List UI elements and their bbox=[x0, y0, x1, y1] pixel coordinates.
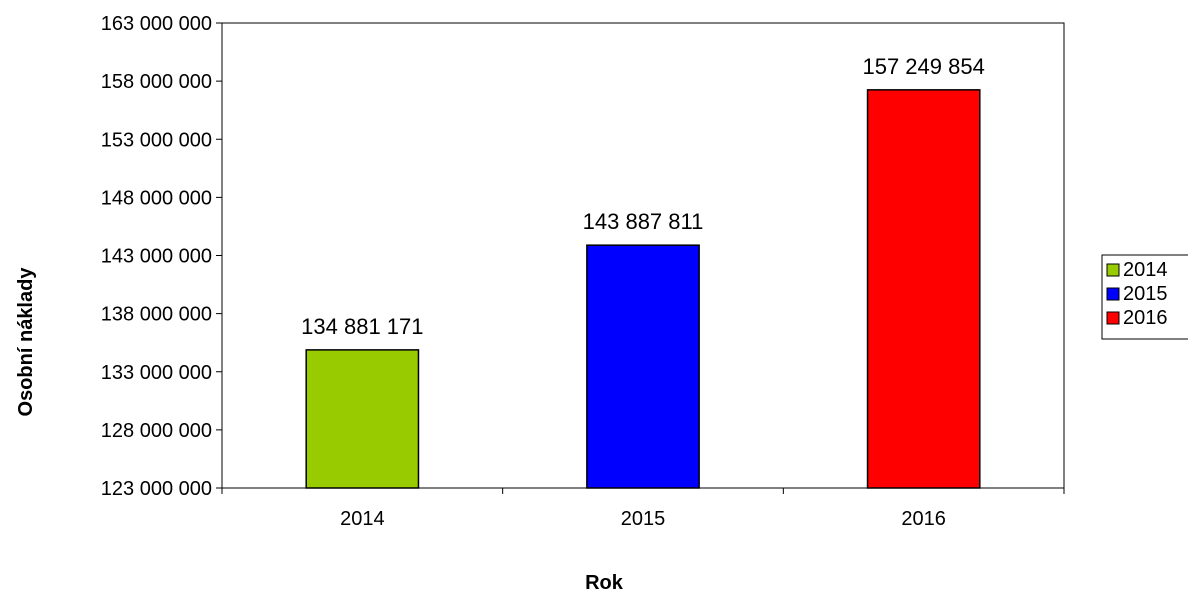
x-axis: 2014 2015 2016 bbox=[221, 488, 1065, 530]
y-axis-title: Osobní náklady bbox=[15, 267, 37, 417]
legend-swatch bbox=[1106, 263, 1120, 277]
y-tick-label: 133 000 000 bbox=[101, 362, 212, 384]
y-tick-label: 143 000 000 bbox=[101, 246, 212, 268]
legend-label: 2015 bbox=[1123, 283, 1168, 305]
bar-2014 bbox=[305, 349, 420, 489]
y-tick-label: 123 000 000 bbox=[101, 478, 212, 500]
y-tick-label: 148 000 000 bbox=[101, 187, 212, 209]
data-label: 134 881 171 bbox=[301, 314, 423, 339]
x-tick-label: 2015 bbox=[621, 508, 666, 530]
legend-swatch bbox=[1106, 287, 1120, 301]
data-labels: 134 881 171 143 887 811 157 249 854 bbox=[301, 54, 985, 339]
bar-2016 bbox=[866, 89, 981, 489]
y-axis: 163 000 000 158 000 000 153 000 000 148 000… bbox=[101, 13, 222, 500]
bar-2015 bbox=[586, 244, 700, 489]
x-axis-title: Rok bbox=[585, 572, 624, 594]
data-label: 143 887 811 bbox=[583, 209, 704, 234]
x-tick-label: 2016 bbox=[901, 508, 946, 530]
x-tick-label: 2014 bbox=[340, 508, 385, 530]
legend-swatch bbox=[1106, 311, 1120, 325]
y-tick-label: 138 000 000 bbox=[101, 304, 212, 326]
legend-label: 2016 bbox=[1123, 307, 1168, 329]
data-label: 157 249 854 bbox=[862, 54, 984, 79]
y-tick-label: 163 000 000 bbox=[101, 13, 212, 35]
y-tick-label: 153 000 000 bbox=[101, 129, 212, 151]
bars bbox=[305, 89, 981, 489]
legend-label: 2014 bbox=[1123, 259, 1168, 281]
y-tick-label: 128 000 000 bbox=[101, 420, 212, 442]
y-tick-label: 158 000 000 bbox=[101, 71, 212, 93]
